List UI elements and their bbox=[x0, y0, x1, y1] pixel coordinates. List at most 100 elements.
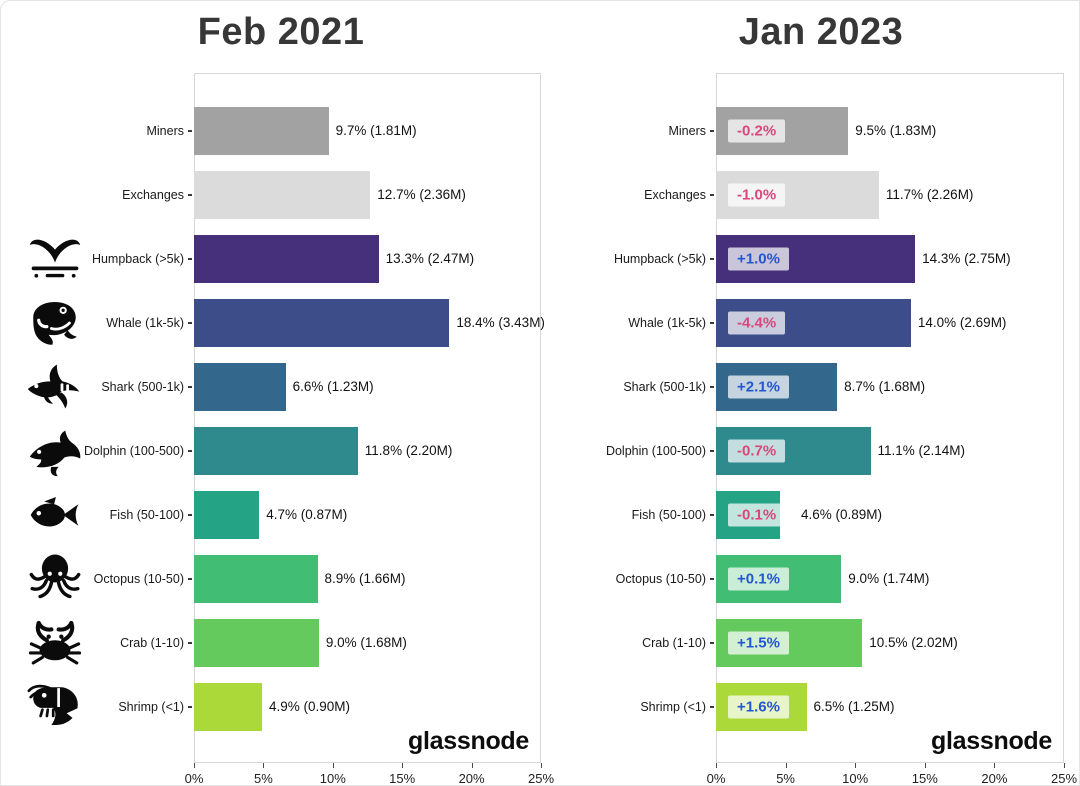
category-tick-mark bbox=[710, 514, 714, 516]
value-label: 13.3% (2.47M) bbox=[385, 251, 475, 266]
category-label: Shark (500-1k) bbox=[101, 380, 184, 394]
bar-row: Whale (1k-5k) 18.4% (3.43M) bbox=[1, 291, 561, 355]
bar-row: Octopus (10-50) +0.1% 9.0% (1.74M) bbox=[561, 547, 1079, 611]
delta-badge: +1.6% bbox=[728, 695, 789, 719]
x-axis-tick-label: 10% bbox=[319, 771, 346, 786]
category-tick-mark bbox=[188, 194, 192, 196]
bar: -1.0% bbox=[716, 171, 879, 219]
category-label: Fish (50-100) bbox=[109, 508, 184, 522]
bar-row: Exchanges -1.0% 11.7% (2.26M) bbox=[561, 163, 1079, 227]
category-label: Fish (50-100) bbox=[631, 508, 706, 522]
bar-row: Humpback (>5k) +1.0% 14.3% (2.75M) bbox=[561, 227, 1079, 291]
bar-row: Exchanges 12.7% (2.36M) bbox=[1, 163, 561, 227]
value-label: 11.7% (2.26M) bbox=[885, 187, 974, 202]
chart-title-feb-2021: Feb 2021 bbox=[197, 11, 365, 53]
bar-row: Crab (1-10) 9.0% (1.68M) bbox=[1, 611, 561, 675]
category-tick-mark bbox=[188, 258, 192, 260]
category-label: Exchanges bbox=[644, 188, 706, 202]
x-axis-tick bbox=[994, 763, 996, 768]
value-label: 6.5% (1.25M) bbox=[813, 699, 895, 714]
value-label: 12.7% (2.36M) bbox=[377, 187, 466, 202]
delta-badge: +1.5% bbox=[728, 631, 789, 655]
humpback-whale-tail-icon bbox=[13, 231, 97, 287]
bar-row: Shrimp (<1) +1.6% 6.5% (1.25M) bbox=[561, 675, 1079, 739]
value-label: 11.8% (2.20M) bbox=[364, 443, 453, 458]
fish-icon bbox=[13, 487, 97, 543]
x-axis-tick-label: 0% bbox=[184, 771, 204, 786]
x-axis-tick-label: 25% bbox=[1050, 771, 1078, 786]
plot-area bbox=[716, 73, 1064, 763]
category-label: Octopus (10-50) bbox=[93, 572, 184, 586]
chart-panel-feb-2021: Feb 2021 glassnode Miners 9.7% (1.81M) Exc… bbox=[1, 1, 561, 786]
bar bbox=[194, 107, 329, 155]
bar: +2.1% bbox=[716, 363, 838, 411]
category-tick-mark bbox=[710, 642, 714, 644]
value-label: 9.0% (1.74M) bbox=[848, 571, 930, 586]
bar: -0.7% bbox=[716, 427, 871, 475]
bar-row: Dolphin (100-500) -0.7% 11.1% (2.14M) bbox=[561, 419, 1079, 483]
value-label: 9.7% (1.81M) bbox=[335, 123, 417, 138]
category-label: Shrimp (<1) bbox=[118, 700, 184, 714]
category-label: Humpback (>5k) bbox=[91, 252, 184, 266]
category-label: Octopus (10-50) bbox=[615, 572, 706, 586]
category-tick-mark bbox=[710, 258, 714, 260]
value-label: 8.7% (1.68M) bbox=[844, 379, 926, 394]
x-axis-tick bbox=[471, 763, 473, 768]
bar bbox=[194, 683, 262, 731]
category-label: Humpback (>5k) bbox=[613, 252, 706, 266]
value-label: 10.5% (2.02M) bbox=[869, 635, 958, 650]
bar bbox=[194, 555, 318, 603]
bar bbox=[194, 235, 379, 283]
bar-row: Fish (50-100) 4.7% (0.87M) bbox=[1, 483, 561, 547]
bar bbox=[194, 427, 358, 475]
x-axis-tick bbox=[332, 763, 334, 768]
value-label: 14.3% (2.75M) bbox=[922, 251, 1011, 266]
category-label: Dolphin (100-500) bbox=[605, 444, 706, 458]
category-tick-mark bbox=[710, 322, 714, 324]
whale-icon bbox=[13, 295, 97, 351]
value-label: 4.7% (0.87M) bbox=[266, 507, 348, 522]
shrimp-icon bbox=[13, 679, 97, 735]
bar-row: Fish (50-100) -0.1% 4.6% (0.89M) bbox=[561, 483, 1079, 547]
bar-row: Whale (1k-5k) -4.4% 14.0% (2.69M) bbox=[561, 291, 1079, 355]
category-tick-mark bbox=[188, 642, 192, 644]
animal-icons-column bbox=[13, 1, 97, 785]
category-tick-mark bbox=[710, 450, 714, 452]
delta-badge: -0.1% bbox=[728, 503, 786, 527]
bar-row: Shark (500-1k) 6.6% (1.23M) bbox=[1, 355, 561, 419]
category-tick-mark bbox=[188, 322, 192, 324]
x-axis-tick bbox=[1064, 763, 1065, 768]
x-axis-tick bbox=[402, 763, 404, 768]
category-tick-mark bbox=[188, 130, 192, 132]
plot-area bbox=[194, 73, 541, 763]
category-label: Shark (500-1k) bbox=[623, 380, 706, 394]
bar-row: Dolphin (100-500) 11.8% (2.20M) bbox=[1, 419, 561, 483]
bar bbox=[194, 299, 450, 347]
category-label: Miners bbox=[146, 124, 184, 138]
glassnode-logo: glassnode bbox=[408, 727, 529, 755]
bar: +0.1% bbox=[716, 555, 842, 603]
crab-icon bbox=[13, 615, 97, 671]
x-axis-tick-label: 5% bbox=[776, 771, 795, 786]
value-label: 4.9% (0.90M) bbox=[269, 699, 351, 714]
value-label: 8.9% (1.66M) bbox=[324, 571, 406, 586]
value-label: 11.1% (2.14M) bbox=[877, 443, 966, 458]
bar: +1.5% bbox=[716, 619, 863, 667]
category-tick-mark bbox=[188, 386, 192, 388]
delta-badge: -4.4% bbox=[728, 311, 786, 335]
bar: -0.2% bbox=[716, 107, 849, 155]
category-label: Crab (1-10) bbox=[642, 636, 706, 650]
value-label: 9.0% (1.68M) bbox=[325, 635, 407, 650]
category-tick-mark bbox=[188, 450, 192, 452]
shark-icon bbox=[13, 359, 97, 415]
x-axis-tick-label: 5% bbox=[253, 771, 273, 786]
bar-row: Miners 9.7% (1.81M) bbox=[1, 99, 561, 163]
bar: -4.4% bbox=[716, 299, 911, 347]
x-axis-tick bbox=[194, 763, 195, 768]
category-tick-mark bbox=[710, 130, 714, 132]
category-tick-mark bbox=[710, 194, 714, 196]
delta-badge: -0.2% bbox=[728, 119, 786, 143]
bar: +1.6% bbox=[716, 683, 807, 731]
x-axis-tick-label: 10% bbox=[842, 771, 869, 786]
